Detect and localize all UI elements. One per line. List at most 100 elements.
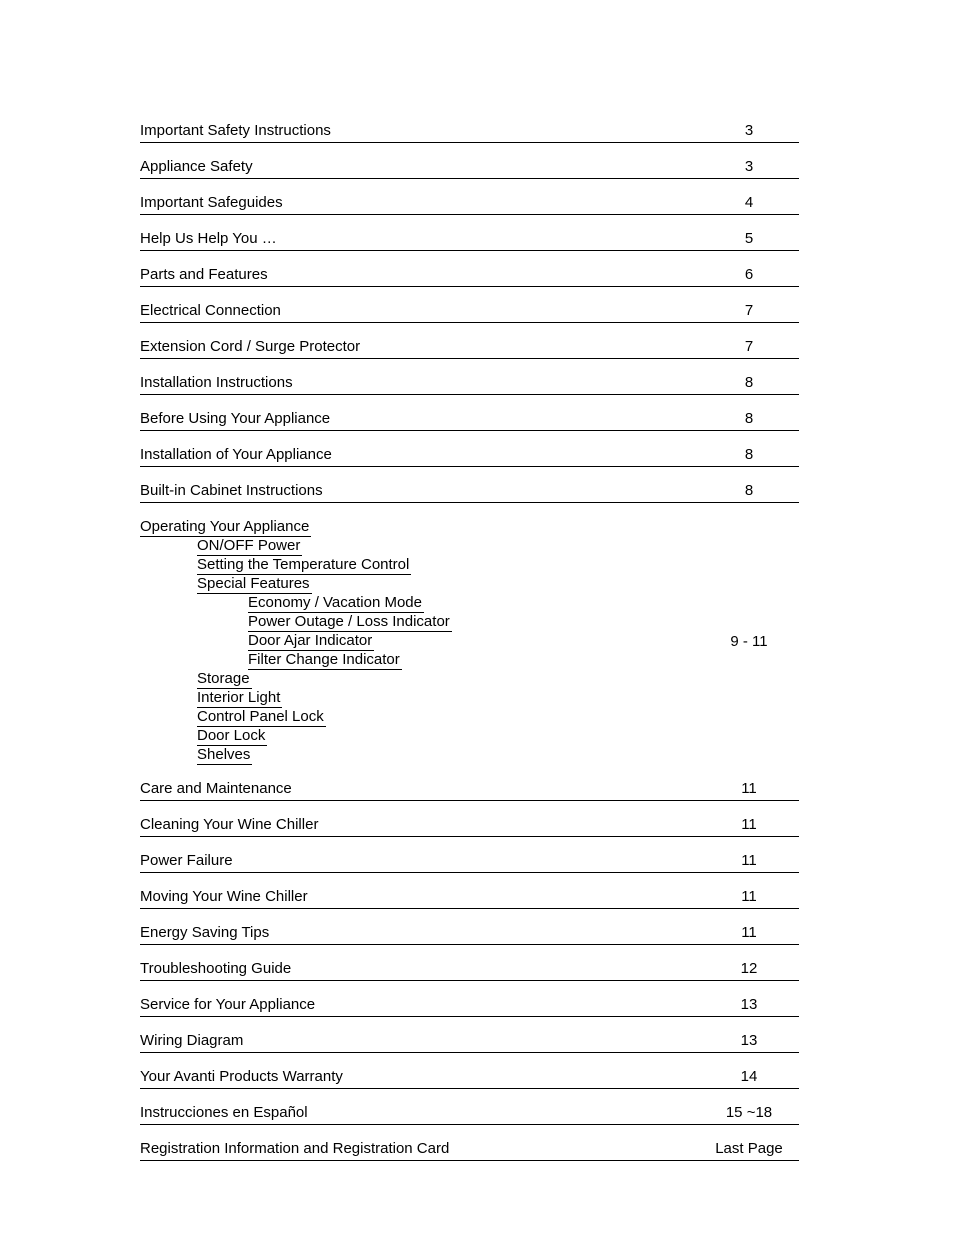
toc-entry-title: Troubleshooting Guide <box>140 960 291 977</box>
toc-row: Registration Information and Registratio… <box>140 1140 799 1161</box>
toc-entry-title: Help Us Help You … <box>140 230 277 247</box>
toc-label-cell: Power Failure <box>140 852 699 873</box>
toc-row: Built-in Cabinet Instructions 8 <box>140 482 799 503</box>
toc-page-cell: 13 <box>699 996 799 1017</box>
toc-page-number: 13 <box>741 996 758 1013</box>
toc-nested-item: Storage <box>140 670 699 689</box>
toc-page-number: 12 <box>741 960 758 977</box>
toc-nested-item: Filter Change Indicator <box>140 651 699 670</box>
toc-entry-title: Electrical Connection <box>140 302 281 319</box>
toc-page-number: 11 <box>741 888 757 905</box>
toc-entry-title: Power Outage / Loss Indicator <box>248 613 452 632</box>
toc-page-number: 3 <box>745 158 753 175</box>
toc-row: Help Us Help You …5 <box>140 230 799 251</box>
toc-entry-title: Important Safeguides <box>140 194 283 211</box>
toc-page-cell: 7 <box>699 302 799 323</box>
toc-entry-title: Built-in Cabinet Instructions <box>140 482 323 499</box>
toc-page-number: 8 <box>745 374 753 391</box>
toc-page-number: 8 <box>745 482 753 499</box>
toc-entry-title: Interior Light <box>197 689 282 708</box>
toc-row: Extension Cord / Surge Protector7 <box>140 338 799 359</box>
toc-page-number: 11 <box>741 816 757 833</box>
toc-entry-title: Special Features <box>197 575 312 594</box>
toc-nested-item: Shelves <box>140 746 699 765</box>
toc-entry-title: Appliance Safety <box>140 158 253 175</box>
toc-entry-title: Wiring Diagram <box>140 1032 243 1049</box>
toc-nested-item: Economy / Vacation Mode <box>140 594 699 613</box>
toc-label-cell: Your Avanti Products Warranty <box>140 1068 699 1089</box>
toc-page-number: 11 <box>741 924 757 941</box>
toc-entry-title: Shelves <box>197 746 252 765</box>
toc-nested-page-cell: 9 - 11 <box>699 633 799 651</box>
toc-page-cell: 11 <box>699 888 799 909</box>
toc-entry-title: Operating Your Appliance <box>140 518 311 537</box>
toc-entry-title: Door Ajar Indicator <box>248 632 374 651</box>
toc-label-cell: Electrical Connection <box>140 302 699 323</box>
toc-row: Service for Your Appliance13 <box>140 996 799 1017</box>
toc-label-cell: Troubleshooting Guide <box>140 960 699 981</box>
toc-label-cell: Installation of Your Appliance <box>140 446 699 467</box>
toc-row: Installation of Your Appliance 8 <box>140 446 799 467</box>
toc-nested-item: ON/OFF Power <box>140 537 699 556</box>
toc-row: Parts and Features 6 <box>140 266 799 287</box>
toc-page-number: 4 <box>745 194 753 211</box>
toc-label-cell: Important Safety Instructions <box>140 122 699 143</box>
toc-row: Before Using Your Appliance 8 <box>140 410 799 431</box>
toc-entry-title: Setting the Temperature Control <box>197 556 411 575</box>
toc-row: Appliance Safety 3 <box>140 158 799 179</box>
toc-label-cell: Parts and Features <box>140 266 699 287</box>
toc-entry-title: Instrucciones en Español <box>140 1104 308 1121</box>
toc-entry-title: Storage <box>197 670 252 689</box>
toc-page-number: 11 <box>741 780 757 797</box>
toc-entry-title: Important Safety Instructions <box>140 122 331 139</box>
toc-page-number: 8 <box>745 410 753 427</box>
toc-page-cell: 6 <box>699 266 799 287</box>
toc-entry-title: Your Avanti Products Warranty <box>140 1068 343 1085</box>
toc-page-number: 11 <box>741 852 757 869</box>
toc-label-cell: Important Safeguides <box>140 194 699 215</box>
toc-page-cell: 11 <box>699 816 799 837</box>
toc-entry-title: Installation of Your Appliance <box>140 446 332 463</box>
toc-nested-group: Operating Your ApplianceON/OFF PowerSett… <box>140 518 799 765</box>
toc-label-cell: Cleaning Your Wine Chiller <box>140 816 699 837</box>
toc-page-number: 9 - 11 <box>730 633 767 650</box>
toc-row: Important Safety Instructions3 <box>140 122 799 143</box>
toc-page-cell: 7 <box>699 338 799 359</box>
toc-entry-title: Cleaning Your Wine Chiller <box>140 816 318 833</box>
toc-entry-title: Control Panel Lock <box>197 708 326 727</box>
toc-entry-title: Moving Your Wine Chiller <box>140 888 308 905</box>
toc-page-number: Last Page <box>715 1140 783 1157</box>
toc-page-cell: 11 <box>699 852 799 873</box>
toc-nested-item: Control Panel Lock <box>140 708 699 727</box>
toc-page-cell: 8 <box>699 482 799 503</box>
toc-row: Troubleshooting Guide 12 <box>140 960 799 981</box>
toc-entry-title: Care and Maintenance <box>140 780 292 797</box>
toc-label-cell: Care and Maintenance <box>140 780 699 801</box>
toc-label-cell: Instrucciones en Español <box>140 1104 699 1125</box>
toc-label-cell: Built-in Cabinet Instructions <box>140 482 699 503</box>
toc-entry-title: Parts and Features <box>140 266 268 283</box>
toc-nested-item: Special Features <box>140 575 699 594</box>
toc-nested-item: Door Lock <box>140 727 699 746</box>
toc-page-cell: 12 <box>699 960 799 981</box>
document-page: Important Safety Instructions3Appliance … <box>0 0 954 1235</box>
toc-row: Moving Your Wine Chiller 11 <box>140 888 799 909</box>
toc-row: Electrical Connection 7 <box>140 302 799 323</box>
toc-row: Wiring Diagram13 <box>140 1032 799 1053</box>
toc-page-number: 8 <box>745 446 753 463</box>
toc-page-cell: 11 <box>699 780 799 801</box>
toc-page-cell: 15 ~18 <box>699 1104 799 1125</box>
toc-entry-title: Before Using Your Appliance <box>140 410 330 427</box>
toc-entry-title: Filter Change Indicator <box>248 651 402 670</box>
toc-entry-title: Registration Information and Registratio… <box>140 1140 449 1157</box>
toc-page-number: 7 <box>745 302 753 319</box>
toc-label-cell: Registration Information and Registratio… <box>140 1140 699 1161</box>
toc-nested-item: Operating Your Appliance <box>140 518 699 537</box>
toc-nested-item: Setting the Temperature Control <box>140 556 699 575</box>
toc-label-cell: Energy Saving Tips <box>140 924 699 945</box>
toc-row: Power Failure 11 <box>140 852 799 873</box>
toc-page-cell: Last Page <box>699 1140 799 1161</box>
toc-nested-item: Door Ajar Indicator <box>140 632 699 651</box>
toc-nested-items: Operating Your ApplianceON/OFF PowerSett… <box>140 518 699 765</box>
toc-label-cell: Before Using Your Appliance <box>140 410 699 431</box>
